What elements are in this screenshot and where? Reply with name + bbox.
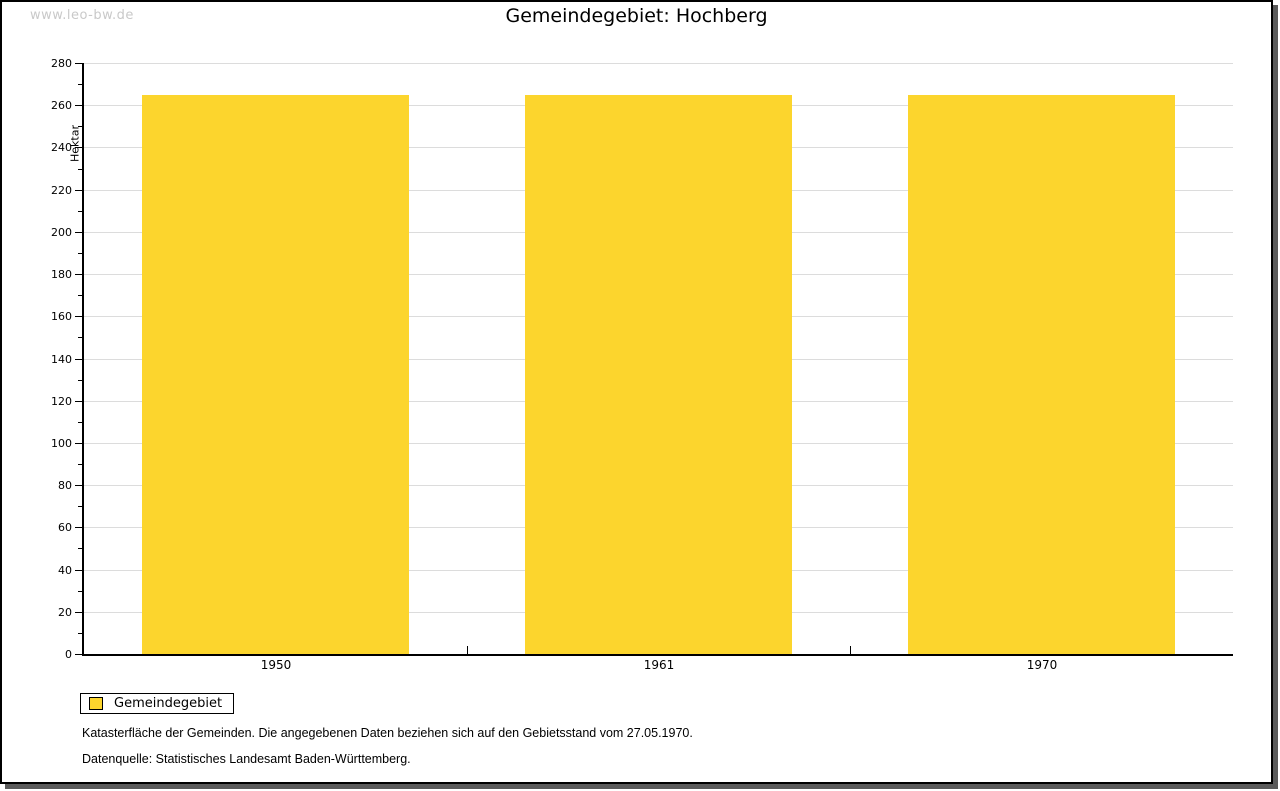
y-axis-major-tick: [75, 147, 82, 148]
legend-label: Gemeindegebiet: [114, 696, 223, 711]
y-axis-tick-label: 40: [58, 564, 72, 577]
y-axis-major-tick: [75, 63, 82, 64]
y-axis-tick-label: 20: [58, 606, 72, 619]
y-axis-minor-tick: [78, 464, 82, 465]
y-axis-major-tick: [75, 105, 82, 106]
y-axis-tick-label: 160: [51, 310, 72, 323]
y-axis-tick-label: 120: [51, 395, 72, 408]
x-axis-category-tick: [467, 646, 468, 654]
x-axis-tick-label: 1970: [1026, 658, 1058, 672]
y-axis-minor-tick: [78, 633, 82, 634]
y-axis-minor-tick: [78, 253, 82, 254]
watermark: www.leo-bw.de: [30, 8, 134, 23]
y-axis-tick-label: 100: [51, 437, 72, 450]
y-axis-tick-label: 260: [51, 99, 72, 112]
y-axis-tick-label: 60: [58, 521, 72, 534]
y-axis-minor-tick: [78, 295, 82, 296]
y-axis-minor-tick: [78, 591, 82, 592]
y-axis-tick-label: 180: [51, 268, 72, 281]
y-axis-major-tick: [75, 274, 82, 275]
y-axis-major-tick: [75, 401, 82, 402]
legend-swatch-icon: [89, 697, 103, 710]
y-axis-major-tick: [75, 654, 82, 655]
y-axis-major-tick: [75, 527, 82, 528]
bar: [525, 95, 792, 654]
y-axis-tick-label: 0: [65, 648, 72, 661]
gridline: [84, 63, 1233, 64]
y-axis-minor-tick: [78, 211, 82, 212]
y-axis-minor-tick: [78, 548, 82, 549]
y-axis-major-tick: [75, 485, 82, 486]
y-axis-major-tick: [75, 359, 82, 360]
x-axis-tick-label: 1961: [643, 658, 675, 672]
legend-box: Gemeindegebiet: [80, 693, 235, 714]
y-axis-minor-tick: [78, 337, 82, 338]
y-axis-tick-label: 240: [51, 141, 72, 154]
y-axis-major-tick: [75, 443, 82, 444]
y-axis-major-tick: [75, 190, 82, 191]
x-axis-tick-label: 1950: [260, 658, 292, 672]
bar: [908, 95, 1175, 654]
y-axis-minor-tick: [78, 506, 82, 507]
x-axis-category-tick: [850, 646, 851, 654]
y-axis-tick-label: 280: [51, 57, 72, 70]
y-axis-major-tick: [75, 570, 82, 571]
y-axis-major-tick: [75, 232, 82, 233]
y-axis-tick-label: 80: [58, 479, 72, 492]
y-axis-major-tick: [75, 316, 82, 317]
y-axis-minor-tick: [78, 84, 82, 85]
y-axis-major-tick: [75, 612, 82, 613]
y-axis-minor-tick: [78, 380, 82, 381]
y-axis-minor-tick: [78, 422, 82, 423]
y-axis-minor-tick: [78, 169, 82, 170]
plot-area: Hektar 0 20 40 60 80 100 120 140 160 180 200 220 240…: [51, 57, 1233, 672]
y-axis-tick-label: 220: [51, 184, 72, 197]
y-axis-tick-label: 200: [51, 226, 72, 239]
y-axis-minor-tick: [78, 126, 82, 127]
y-axis-tick-label: 140: [51, 353, 72, 366]
footnote-source: Datenquelle: Statistisches Landesamt Bad…: [82, 752, 411, 766]
footnote-description: Katasterfläche der Gemeinden. Die angege…: [82, 726, 693, 740]
chart-title: Gemeindegebiet: Hochberg: [505, 5, 768, 27]
bar: [142, 95, 409, 654]
